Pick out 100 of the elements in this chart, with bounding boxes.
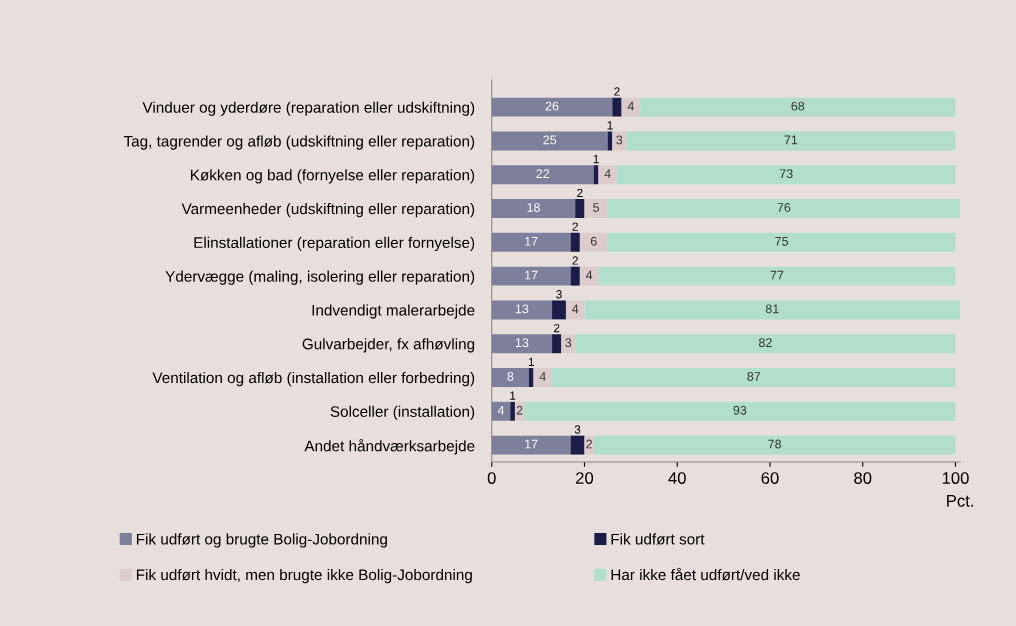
bar [584,199,608,218]
data-label: 77 [770,270,784,280]
data-label: 17 [525,439,538,449]
data-label: 17 [525,270,538,280]
data-label: 13 [515,338,529,348]
bar [612,131,627,151]
bar [621,97,641,117]
data-label: 2 [586,439,592,449]
data-label: 1 [607,121,613,130]
data-label: 2 [516,405,523,415]
y-tick-label: Vinduer og yderdøre (reparation eller udskiftning) [142,101,475,116]
data-label: 2 [614,87,620,96]
bar [552,334,562,354]
bar [561,334,576,354]
data-label: 5 [593,203,600,212]
data-label: 4 [585,270,593,280]
data-label: 68 [791,101,805,111]
bar [524,401,956,421]
y-tick-label: Ventilation og afløb (installation eller forbedring) [152,371,475,387]
bar [491,368,529,387]
y-tick-label: Køkken og bad (fornyelse eller reparation) [191,169,475,184]
data-label: 26 [545,101,559,111]
bar [570,266,580,286]
data-label: 78 [768,439,782,449]
x-tick-label: 40 [668,472,686,484]
bar [570,435,585,455]
data-label: 3 [565,338,572,348]
data-label: 22 [536,169,550,178]
legend-label: Fik udført hvidt, men brugte ikke Bolig-Jobordning [136,568,472,584]
data-label: 82 [758,338,772,348]
bar [607,199,961,218]
bar [552,368,956,387]
bar [565,300,585,320]
bar [491,435,571,455]
data-label: 76 [777,203,791,212]
bar [584,435,594,455]
data-label: 3 [556,290,562,299]
bar [533,368,553,387]
legend-label: Har ikke fået udført/ved ikke [611,567,800,581]
bar [584,300,961,320]
data-label: 13 [515,304,529,314]
data-label: 93 [733,405,747,415]
bar [579,266,599,286]
bar [579,232,608,252]
y-tick-label: Indvendigt malerarbejde [312,304,475,319]
bar [491,131,608,151]
x-tick-label: 0 [487,472,496,484]
data-label: 2 [572,222,578,231]
bar [552,300,566,320]
bar [491,165,594,185]
y-tick-label: Varmeenheder (udskiftning eller reparation) [181,203,475,218]
bar [593,435,956,455]
data-label: 3 [574,425,581,434]
data-label: 75 [775,236,789,246]
bar [570,232,580,252]
x-tick-label: 80 [854,472,872,484]
y-tick-label: Solceller (installation) [330,405,475,420]
bar [598,266,956,286]
data-label: 2 [577,188,583,197]
x-axis-title: Pct. [947,495,973,507]
data-label: 1 [593,155,599,164]
data-label: 73 [779,169,793,179]
legend-label: Fik udført og brugte Bolig-Jobordning [136,533,387,548]
data-label: 4 [497,405,505,415]
bar [607,232,956,252]
bar [575,199,585,218]
data-label: 1 [510,391,516,400]
data-label: 4 [627,101,634,111]
data-label: 8 [507,372,514,381]
x-tick-label: 60 [761,472,779,484]
data-label: 71 [784,135,798,145]
bar [510,401,515,421]
bar [612,97,622,117]
data-label: 2 [572,256,578,265]
legend-label: Fik udført sort [611,533,705,545]
y-tick-label: Ydervægge (maling, isolering eller reparation) [165,270,475,285]
data-label: 25 [543,135,557,145]
data-label: 87 [747,372,761,381]
data-label: 81 [765,304,779,314]
data-label: 17 [525,236,538,246]
bar [598,165,617,185]
y-tick-label: Andet håndværksarbejde [304,438,475,455]
bar [491,97,613,117]
data-label: 6 [590,236,597,246]
bar [491,334,553,354]
bar [491,401,511,421]
data-label: 1 [528,357,534,366]
bar [491,232,571,252]
bar [640,97,956,117]
data-label: 3 [616,135,623,145]
y-tick-label: Gulvarbejder, fx afhøvling [302,338,475,353]
data-label: 2 [553,323,560,333]
bar [491,199,576,218]
data-label: 4 [572,304,579,314]
x-tick-label: 20 [576,472,594,484]
data-label: 18 [527,203,540,212]
bar [491,300,553,320]
bar [491,266,571,286]
y-tick-label: Tag, tagrender og afløb (udskiftning eller reparation) [123,135,475,150]
x-tick-label: 100 [942,472,969,484]
